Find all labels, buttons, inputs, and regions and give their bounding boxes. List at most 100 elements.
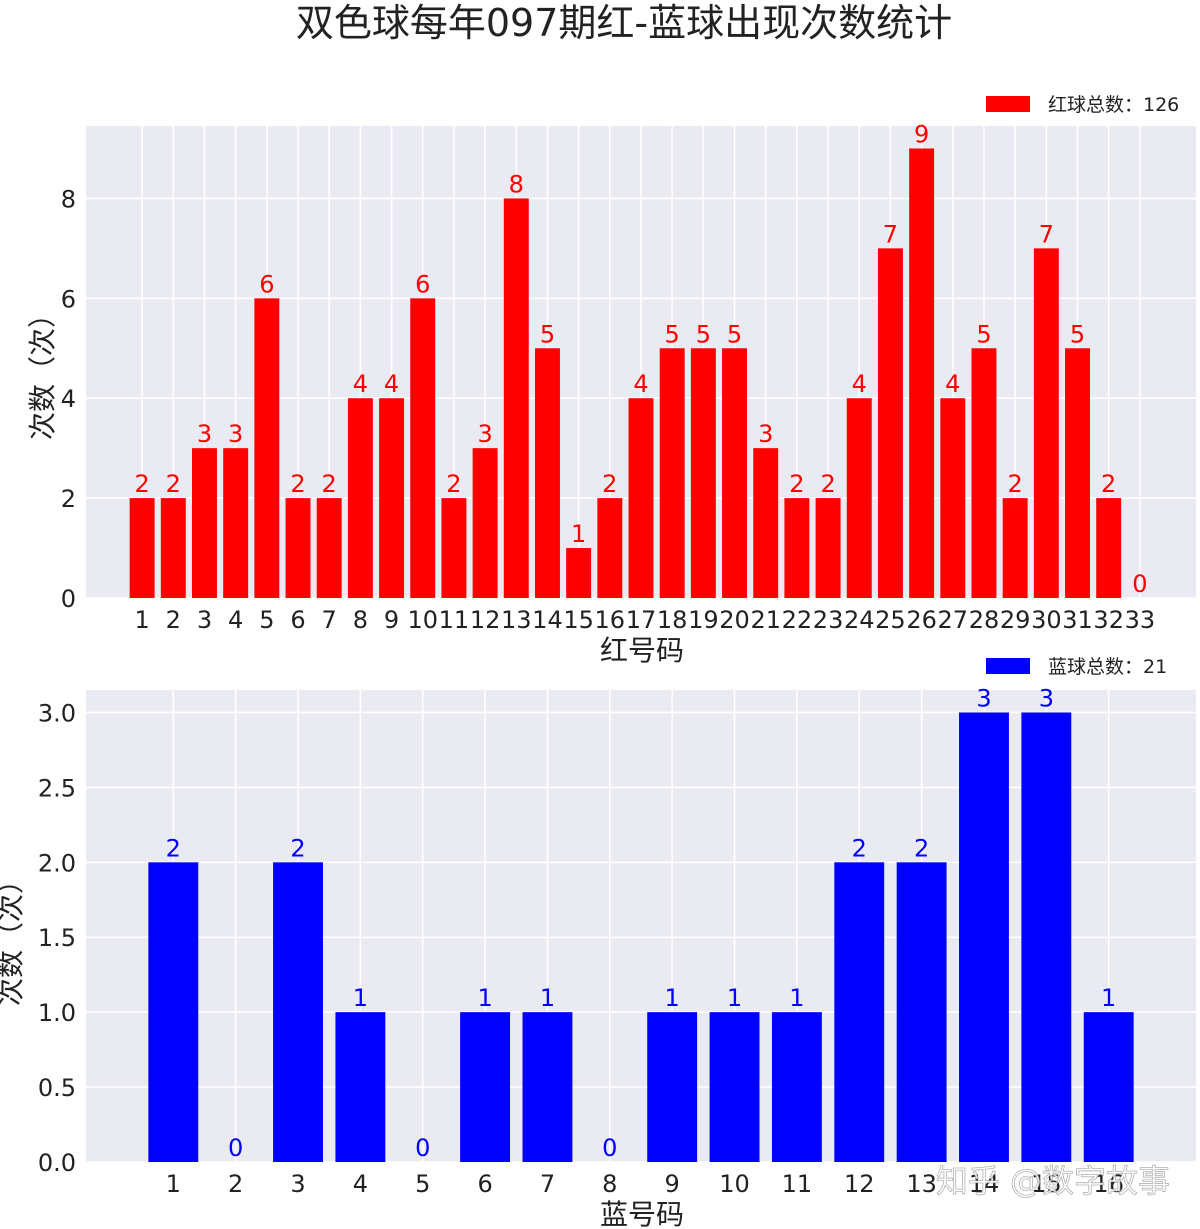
bar (771, 1012, 822, 1162)
bar (273, 862, 323, 1162)
x-tick-label: 17 (626, 606, 657, 634)
bar-value-label: 5 (727, 320, 742, 348)
y-tick-label: 6 (61, 285, 76, 313)
bar-value-label: 2 (914, 834, 929, 862)
bar-value-label: 6 (415, 270, 430, 298)
red-legend-swatch (986, 96, 1030, 112)
bar (784, 498, 810, 598)
x-tick-label: 21 (750, 606, 781, 634)
bar-value-label: 4 (353, 370, 368, 398)
x-tick-label: 20 (719, 606, 750, 634)
bar (1096, 498, 1122, 598)
bar (1021, 712, 1072, 1162)
x-tick-label: 9 (384, 606, 399, 634)
y-tick-label: 2.5 (38, 774, 76, 802)
bar-value-label: 1 (789, 984, 804, 1012)
bar (285, 498, 311, 598)
x-tick-label: 10 (719, 1170, 750, 1198)
bar-value-label: 7 (883, 220, 898, 248)
bar-value-label: 2 (290, 470, 305, 498)
bar-value-label: 5 (976, 320, 991, 348)
blue-x-ticks: 1 2 3 4 5 6 7 8 9 10 11 12 13 14 15 16 (166, 1170, 1124, 1198)
x-tick-label: 8 (353, 606, 368, 634)
red-y-axis-label: 次数（次） (26, 300, 59, 440)
x-tick-label: 15 (563, 606, 594, 634)
bar (896, 862, 947, 1162)
bar (1083, 1012, 1134, 1162)
bar-value-label: 3 (477, 420, 492, 448)
bar-value-label: 4 (945, 370, 960, 398)
x-tick-label: 12 (470, 606, 501, 634)
x-tick-label: 30 (1031, 606, 1062, 634)
x-tick-label: 29 (1000, 606, 1031, 634)
y-tick-label: 1.5 (38, 924, 76, 952)
x-tick-label: 2 (228, 1170, 243, 1198)
x-tick-label: 26 (906, 606, 937, 634)
x-tick-label: 18 (657, 606, 688, 634)
bar-value-label: 5 (540, 320, 555, 348)
blue-bar-labels: 2 0 2 1 0 1 1 0 1 1 1 2 2 3 3 1 (166, 684, 1117, 1162)
bar (379, 398, 405, 598)
bar-value-label: 1 (727, 984, 742, 1012)
bar-value-label: 7 (1039, 220, 1054, 248)
bar (709, 1012, 760, 1162)
y-tick-label: 2.0 (38, 849, 76, 877)
x-tick-label: 3 (290, 1170, 305, 1198)
red-y-ticks: 0 2 4 6 8 (61, 185, 76, 613)
bar-value-label: 3 (1039, 684, 1054, 712)
bar-value-label: 8 (509, 170, 524, 198)
bar (722, 348, 748, 598)
bar-value-label: 1 (1101, 984, 1116, 1012)
bar (959, 712, 1009, 1162)
x-tick-label: 10 (407, 606, 438, 634)
bar (940, 398, 966, 598)
bar-value-label: 2 (1101, 470, 1116, 498)
x-tick-label: 4 (353, 1170, 368, 1198)
bar (522, 1012, 573, 1162)
x-tick-label: 9 (665, 1170, 680, 1198)
y-tick-label: 0 (61, 585, 76, 613)
bar (846, 398, 872, 598)
x-tick-label: 1 (166, 1170, 181, 1198)
bar (335, 1012, 386, 1162)
bar-value-label: 0 (228, 1134, 243, 1162)
y-tick-label: 4 (61, 385, 76, 413)
red-bars (129, 148, 1122, 599)
x-tick-label: 5 (415, 1170, 430, 1198)
blue-legend-swatch (986, 658, 1030, 674)
bar-value-label: 1 (665, 984, 680, 1012)
x-tick-label: 14 (532, 606, 563, 634)
blue-y-ticks: 0.0 0.5 1.0 1.5 2.0 2.5 3.0 (38, 699, 76, 1177)
bar-value-label: 5 (696, 320, 711, 348)
bar (316, 498, 342, 598)
x-tick-label: 23 (813, 606, 844, 634)
bar (254, 298, 280, 598)
red-legend-label: 红球总数：126 (1048, 94, 1179, 116)
bar-value-label: 0 (415, 1134, 430, 1162)
bar-value-label: 1 (571, 520, 586, 548)
bar (148, 862, 199, 1162)
x-tick-label: 3 (197, 606, 212, 634)
bar-value-label: 2 (446, 470, 461, 498)
x-tick-label: 25 (875, 606, 906, 634)
red-x-ticks: 1 2 3 4 5 6 7 8 9 10 11 12 13 14 15 16 17 18 19 20 21 22 23 24 2… (134, 606, 1155, 634)
x-tick-label: 14 (969, 1170, 1000, 1198)
x-tick-label: 19 (688, 606, 719, 634)
x-tick-label: 16 (595, 606, 626, 634)
bar (647, 1012, 698, 1162)
bar (909, 148, 935, 598)
bar (1065, 348, 1090, 598)
bar (441, 498, 467, 598)
x-tick-label: 16 (1093, 1170, 1124, 1198)
bar-value-label: 1 (353, 984, 368, 1012)
bar (160, 498, 186, 598)
red-x-axis-label: 红号码 (600, 634, 684, 667)
bar-value-label: 3 (228, 420, 243, 448)
bar (597, 498, 623, 598)
bar (472, 448, 498, 598)
x-tick-label: 24 (844, 606, 875, 634)
bar-value-label: 9 (914, 120, 929, 148)
x-tick-label: 4 (228, 606, 243, 634)
